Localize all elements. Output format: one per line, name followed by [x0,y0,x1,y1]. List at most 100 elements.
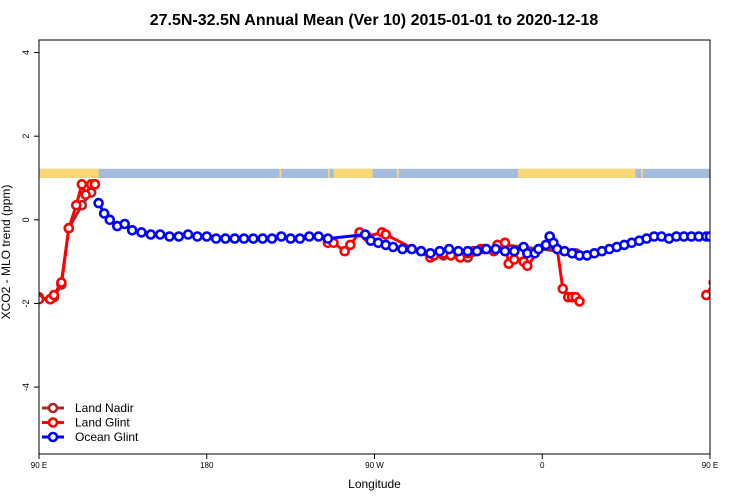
data-point-ocean-glint [490,243,502,255]
data-point-ocean-glint [471,245,483,257]
series-ocean-glint [93,197,710,261]
series-line-land-glint [39,182,95,301]
land-segment [518,168,636,178]
data-point-ocean-glint [704,231,710,242]
land-segment [641,168,643,178]
data-point-land-glint [339,245,351,257]
data-point-ocean-glint [210,233,222,244]
series-line-land-nadir [725,258,750,300]
legend-marker [47,417,59,428]
data-point-ocean-glint [98,208,110,219]
data-point-ocean-glint [104,214,116,226]
data-point-land-glint [717,224,725,232]
data-point-ocean-glint [434,245,446,257]
data-point-land-glint [380,229,392,240]
land-segment [327,168,330,178]
y-tick-label: -4 [21,383,31,391]
series-line-land-glint [705,285,710,296]
data-point-land-glint [80,189,91,200]
data-point-ocean-glint [164,231,175,242]
data-point-land-glint [701,289,710,301]
land-ocean-mask [39,168,750,178]
y-tick-label: 0 [21,217,31,222]
x-tick-label: 90 E [702,461,718,470]
data-point-ocean-glint [182,229,194,240]
data-point-ocean-glint [173,231,185,242]
data-point-ocean-glint [154,229,166,240]
x-tick-label: 90 E [31,461,47,470]
data-point-land-glint [499,237,511,249]
data-point-ocean-glint [387,241,399,253]
data-point-land-glint [344,239,356,251]
land-segment [710,169,750,178]
x-tick-label: 0 [540,461,545,470]
data-point-ocean-glint [453,245,464,257]
data-point-ocean-glint [294,233,306,244]
data-point-ocean-glint [322,233,334,244]
data-point-ocean-glint [119,218,130,230]
y-tick-label: 2 [21,134,31,139]
data-point-ocean-glint [220,233,231,244]
data-point-ocean-glint [238,233,250,244]
legend-marker [47,402,59,414]
y-tick-label: 4 [21,50,31,55]
data-point-land-glint [48,289,60,301]
land-segment [396,168,399,178]
data-point-ocean-glint [285,233,296,244]
land-segment [279,168,282,178]
data-point-ocean-glint [266,233,278,244]
data-point-ocean-glint [397,243,408,255]
legend-label: Ocean Glint [75,430,139,444]
data-point-ocean-glint [480,243,492,255]
data-point-land-glint [71,199,82,211]
ocean-band [39,168,710,178]
y-axis-label: XCO2 - MLO trend (ppm) [0,185,13,320]
legend-item-land-glint: Land Glint [42,416,130,430]
data-point-land-nadir [743,293,750,301]
data-point-land-glint [39,294,45,305]
data-point-ocean-glint [425,248,436,259]
x-axis-label: Longitude [348,477,401,491]
data-point-land-glint [76,179,88,190]
land-segment [39,168,99,178]
data-point-ocean-glint [415,245,427,257]
data-point-land-glint [725,201,733,209]
series-layer [39,179,750,307]
data-point-ocean-glint [229,233,240,244]
y-axis: -4 -2 0 2 4 [21,50,39,391]
chart-title: 27.5N-32.5N Annual Mean (Ver 10) 2015-01… [150,12,599,29]
data-point-ocean-glint [462,245,474,257]
legend-marker [47,431,59,443]
data-point-ocean-glint [406,243,418,255]
data-point-land-glint [708,278,710,287]
data-point-land-nadir [721,254,729,262]
land-segment [333,168,373,178]
data-point-land-glint [521,260,533,272]
data-point-land-glint [89,179,101,190]
data-point-land-glint [736,191,744,199]
data-point-ocean-glint [257,233,269,244]
data-point-land-glint [508,254,520,265]
data-point-ocean-glint [303,231,315,242]
x-tick-label: 90 W [365,461,384,470]
data-point-ocean-glint [201,231,213,242]
data-point-ocean-glint [359,229,371,240]
legend-label: Land Glint [75,416,130,430]
data-point-land-glint [63,222,75,234]
data-point-ocean-glint [145,229,157,240]
data-point-ocean-glint [443,243,455,255]
data-point-ocean-glint [313,231,324,242]
data-point-ocean-glint [136,227,147,238]
data-point-land-glint [574,296,585,307]
data-point-land-glint [743,182,750,190]
data-point-land-glint [732,180,740,188]
data-point-ocean-glint [499,245,511,257]
legend-item-land-nadir: Land Nadir [42,401,134,415]
legend-item-ocean-glint: Ocean Glint [42,430,139,444]
data-point-land-glint [557,283,569,295]
y-tick-label: -2 [21,299,31,307]
x-axis: 90 E 180 90 W 0 90 E [31,454,718,470]
data-point-ocean-glint [533,243,544,255]
